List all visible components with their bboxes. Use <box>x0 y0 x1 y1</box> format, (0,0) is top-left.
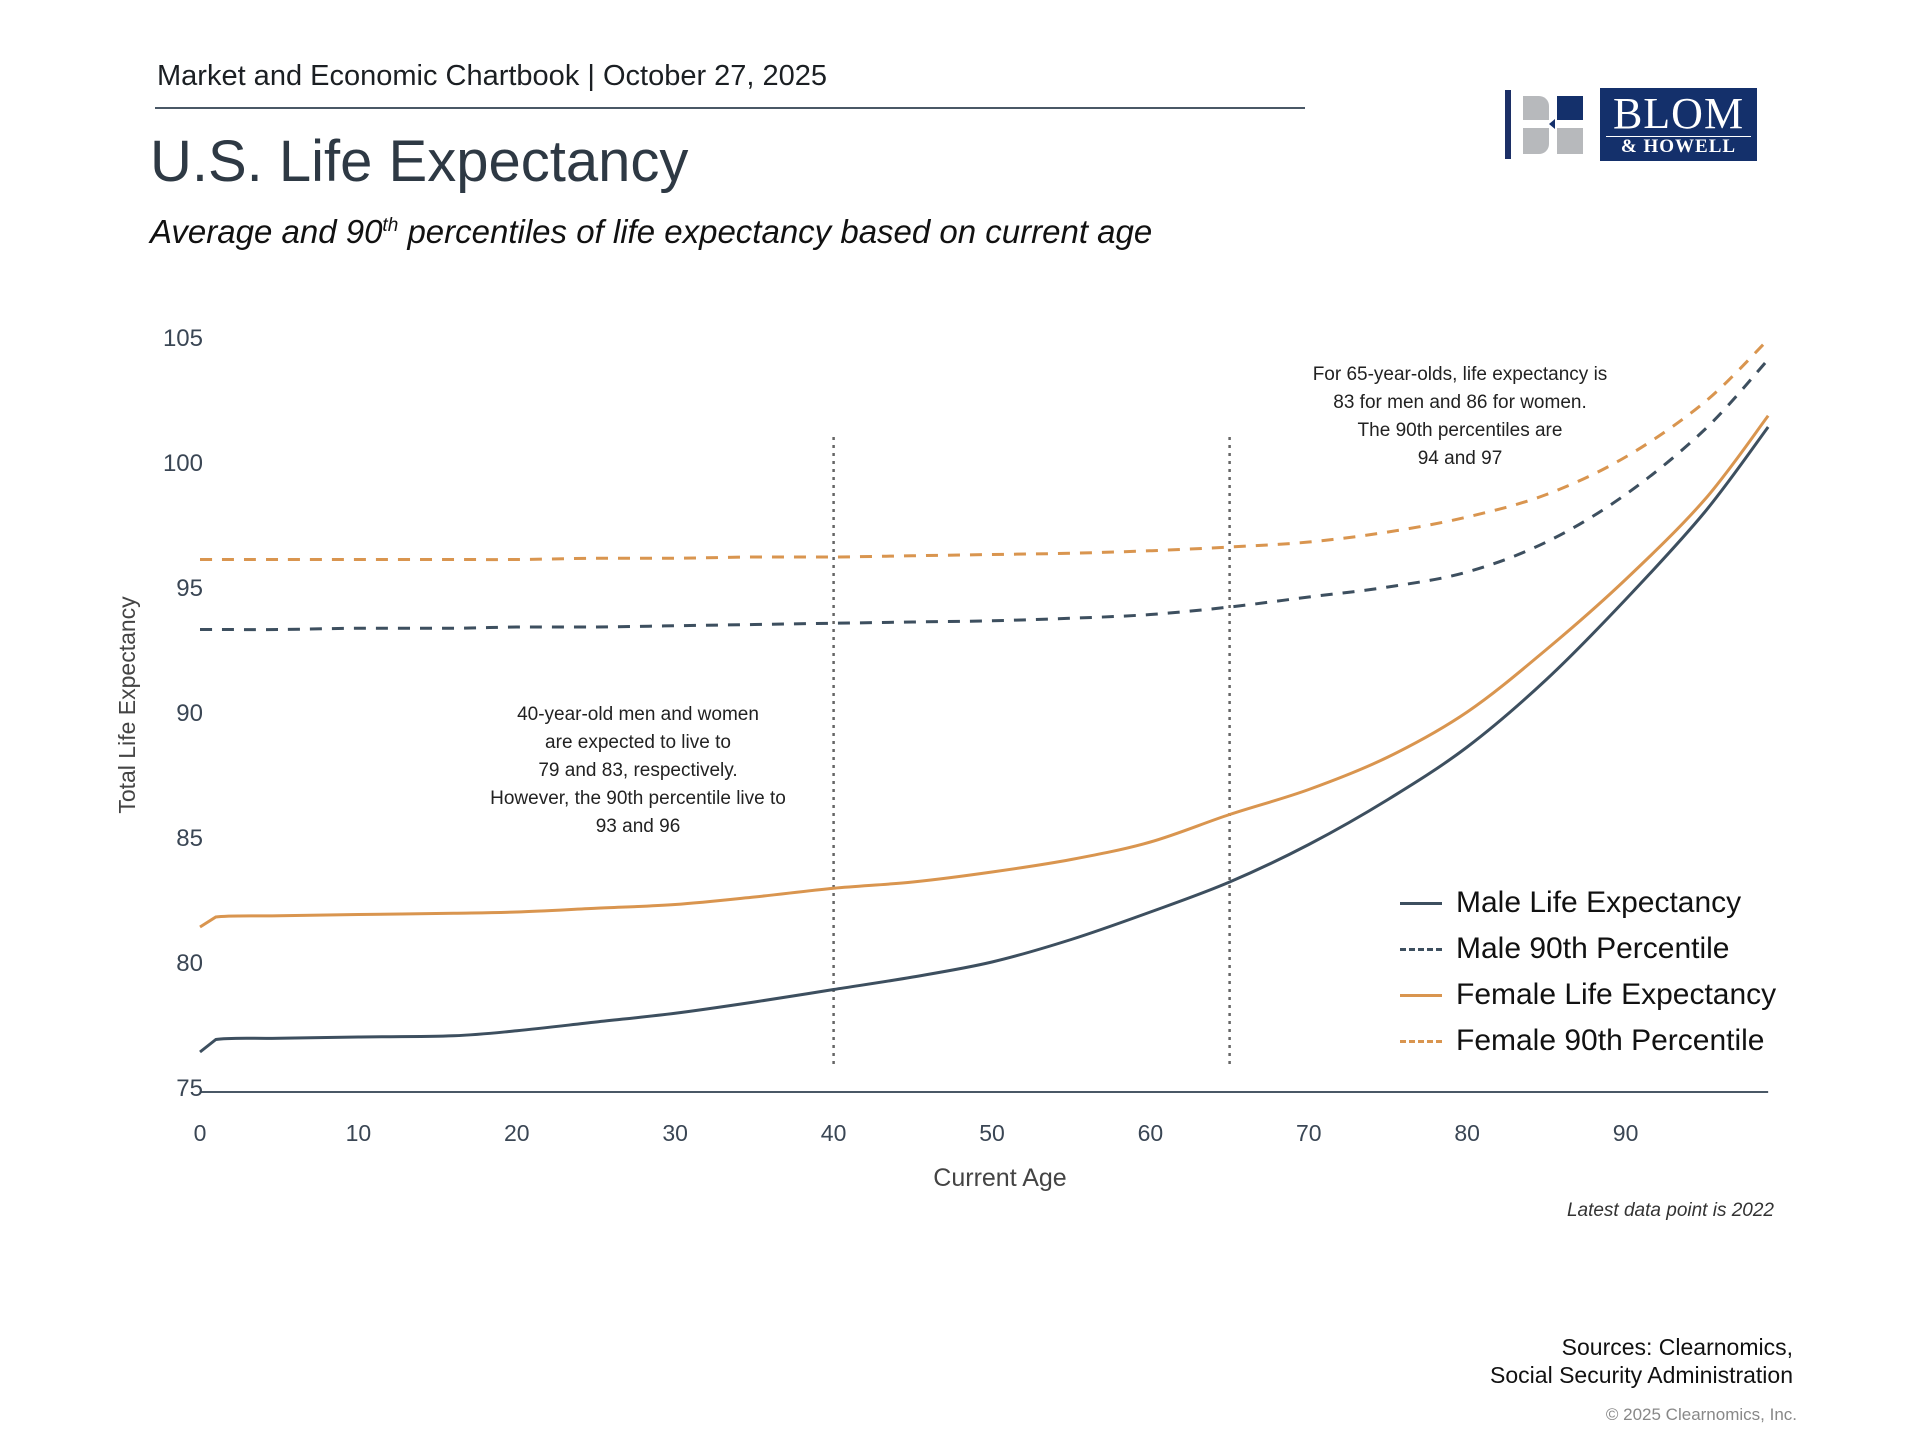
logo-wordmark: BLOM & HOWELL <box>1600 88 1757 161</box>
legend-item-male-90th: Male 90th Percentile <box>1400 926 1776 972</box>
y-tick-label: 80 <box>176 950 203 977</box>
header-divider <box>155 107 1305 109</box>
series-line-female-90th-percentile <box>199 338 1770 562</box>
page-title: U.S. Life Expectancy <box>150 129 689 194</box>
y-tick-label: 95 <box>176 575 203 602</box>
annotation-line: 94 and 97 <box>1417 448 1503 469</box>
x-tick-label: 30 <box>662 1120 688 1146</box>
annotation-age-40: 40-year-old men and women are expected t… <box>463 701 813 841</box>
legend-item-male-life-expectancy: Male Life Expectancy <box>1400 880 1776 926</box>
legend-label: Male 90th Percentile <box>1456 932 1730 965</box>
annotation-line: 40-year-old men and women <box>517 704 759 725</box>
legend-swatch-solid-slate <box>1400 901 1442 905</box>
legend-item-female-life-expectancy: Female Life Expectancy <box>1400 972 1776 1018</box>
annotation-line: are expected to live to <box>545 732 731 753</box>
legend-label: Male Life Expectancy <box>1456 886 1742 919</box>
subtitle-text-post: percentiles of life expectancy based on … <box>398 213 1153 250</box>
annotation-line: For 65-year-olds, life expectancy is <box>1312 364 1608 385</box>
x-tick-label: 20 <box>504 1120 530 1146</box>
x-tick-label: 60 <box>1138 1120 1164 1146</box>
chartbook-header: Market and Economic Chartbook | October … <box>157 60 828 92</box>
y-tick-label: 100 <box>163 450 203 477</box>
page-subtitle: Average and 90th percentiles of life exp… <box>150 213 1152 251</box>
x-axis-title: Current Age <box>933 1164 1066 1192</box>
series-line-female-life-expectancy <box>199 414 1770 929</box>
series-lines <box>199 338 1770 1054</box>
legend-swatch-solid-orange <box>1400 993 1442 997</box>
copyright: © 2025 Clearnomics, Inc. <box>1605 1405 1797 1424</box>
y-tick-label: 90 <box>176 700 203 727</box>
legend-label: Female Life Expectancy <box>1456 978 1777 1011</box>
y-tick-label: 105 <box>163 325 203 352</box>
x-tick-label: 70 <box>1296 1120 1322 1146</box>
logo-mark-icon <box>1505 88 1597 161</box>
chart-legend: Male Life Expectancy Male 90th Percentil… <box>1400 880 1776 1064</box>
x-tick-label: 10 <box>346 1120 372 1146</box>
company-logo: BLOM & HOWELL <box>1505 88 1757 161</box>
x-tick-label: 0 <box>194 1120 207 1146</box>
legend-label: Female 90th Percentile <box>1456 1024 1765 1057</box>
logo-word-howell: & HOWELL <box>1606 136 1751 157</box>
reference-lines <box>832 437 1231 1068</box>
annotation-line: However, the 90th percentile live to <box>490 788 786 809</box>
x-tick-labels: 0 10 20 30 40 50 60 70 80 90 <box>194 1120 1639 1146</box>
legend-swatch-dashed-orange <box>1400 1039 1442 1043</box>
latest-data-note: Latest data point is 2022 <box>1566 1200 1774 1221</box>
series-line-male-life-expectancy <box>199 426 1770 1054</box>
subtitle-text-pre: Average and 90 <box>150 213 383 250</box>
legend-swatch-dashed-slate <box>1400 947 1442 951</box>
x-tick-label: 80 <box>1454 1120 1480 1146</box>
y-tick-labels: 75 80 85 90 95 100 105 <box>163 325 203 1102</box>
annotation-line: 79 and 83, respectively. <box>538 760 738 781</box>
legend-item-female-90th: Female 90th Percentile <box>1400 1018 1776 1064</box>
y-tick-label: 85 <box>176 825 203 852</box>
y-tick-label: 75 <box>176 1075 203 1102</box>
sources-line: Sources: Clearnomics, <box>1561 1334 1793 1360</box>
annotation-age-65: For 65-year-olds, life expectancy is 83 … <box>1285 361 1635 473</box>
annotation-line: 93 and 96 <box>595 816 681 837</box>
series-line-male-90th-percentile <box>199 358 1770 632</box>
x-tick-label: 40 <box>821 1120 847 1146</box>
subtitle-superscript: th <box>382 215 399 236</box>
x-tick-label: 90 <box>1613 1120 1639 1146</box>
sources: Sources: Clearnomics, Social Security Ad… <box>1490 1333 1793 1389</box>
logo-word-blom: BLOM <box>1612 89 1745 138</box>
x-tick-label: 50 <box>979 1120 1005 1146</box>
annotation-line: The 90th percentiles are <box>1357 420 1563 441</box>
y-axis-title: Total Life Expectancy <box>114 596 140 814</box>
sources-line: Social Security Administration <box>1490 1362 1793 1388</box>
annotation-line: 83 for men and 86 for women. <box>1333 392 1587 413</box>
